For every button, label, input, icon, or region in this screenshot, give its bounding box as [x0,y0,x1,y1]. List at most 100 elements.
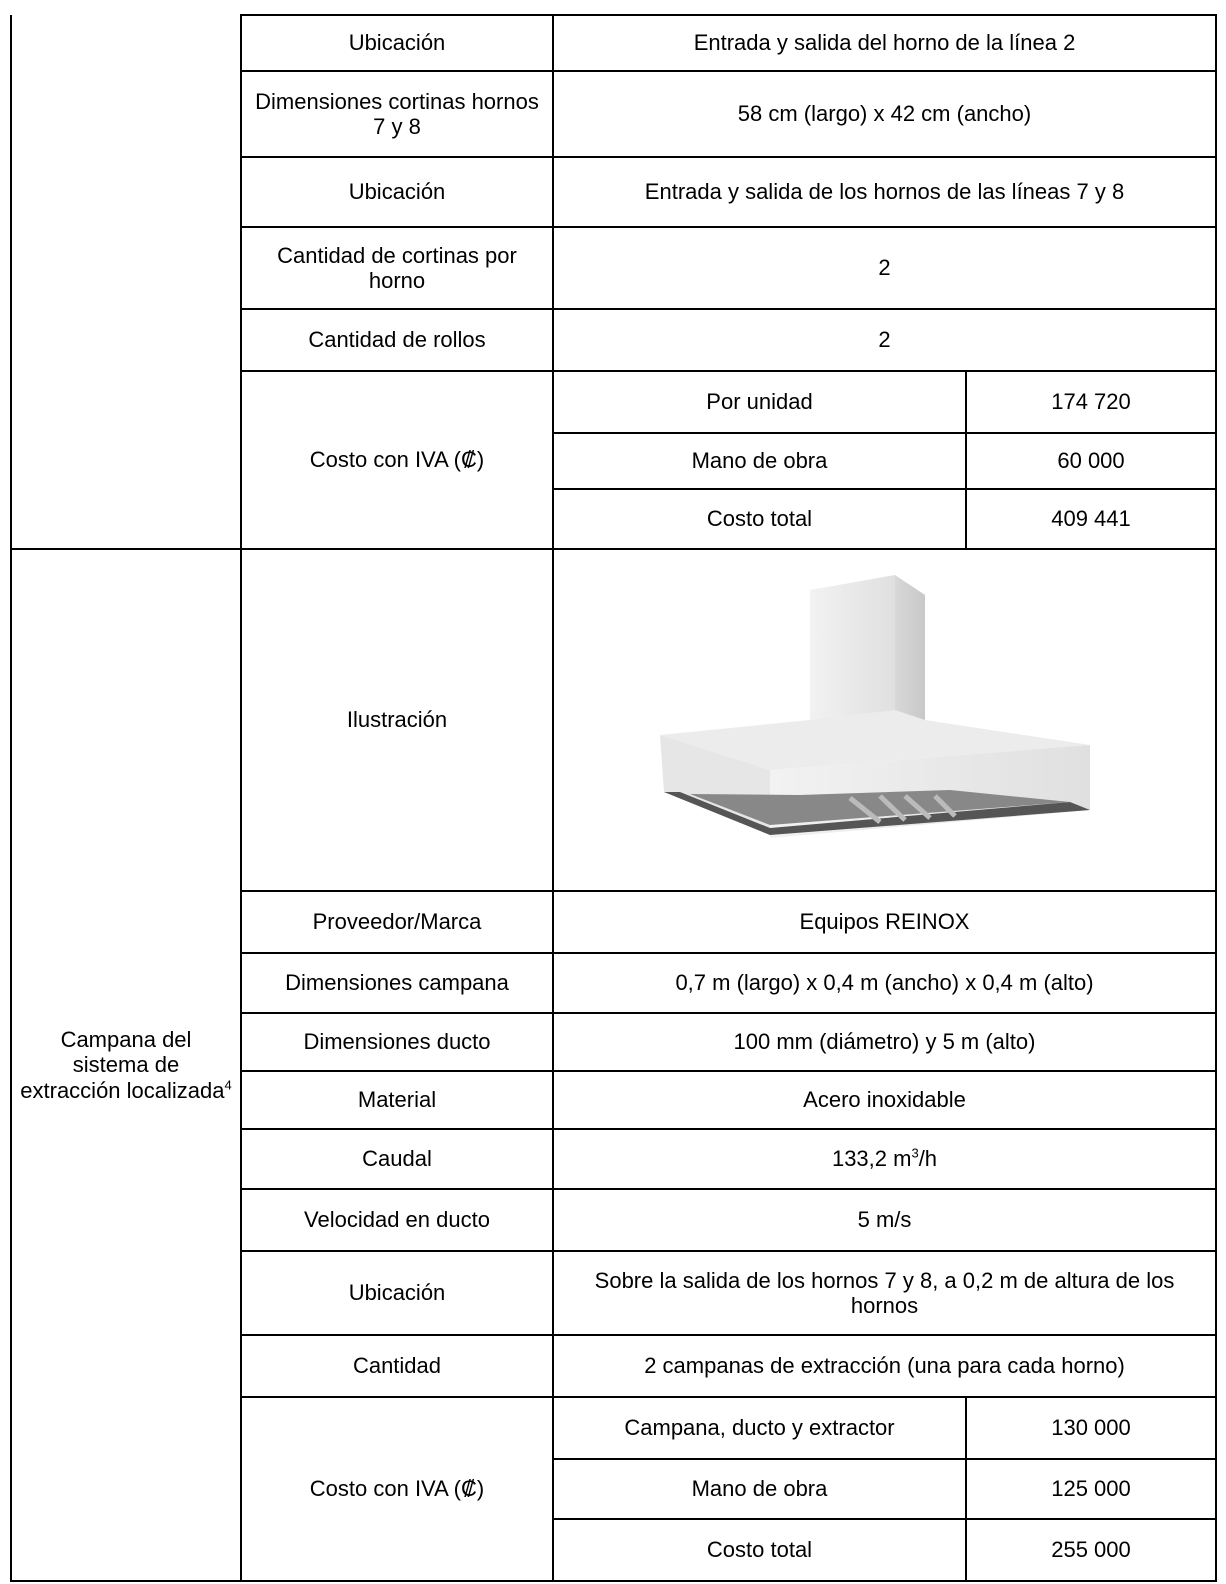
cell-text: Cantidad [352,1353,442,1379]
unit-suffix: /h [918,1146,938,1172]
row-label: Cantidad de cortinas por horno [240,226,554,310]
table-row: Dimensiones cortinas hornos 7 y 8 58 cm (… [11,70,1218,158]
cell-text: Cantidad de cortinas por horno [277,242,517,293]
table-row: Costo con IVA (₡) Campana, ducto y extrac… [11,1396,1218,1582]
table-row: Proveedor/Marca Equipos REINOX [11,890,1218,954]
cell-text: Ubicación [348,1280,446,1306]
cell-text: 58 cm (largo) x 42 cm (ancho) [737,101,1032,127]
cost-amount: 60 000 [964,432,1218,490]
cell-text: Campana, ducto y extractor [624,1415,895,1441]
cell-text: 0,7 m (largo) x 0,4 m (ancho) x 0,4 m (a… [675,970,1094,996]
table-row: Campana del sistema de extracción locali… [10,548,1218,1582]
cell-text: 409 441 [1051,506,1131,532]
cell-text: Entrada y salida de los hornos de las lí… [644,179,1125,205]
row-value: Entrada y salida del horno de la línea 2 [551,14,1218,72]
row-label: Dimensiones ducto [240,1012,554,1072]
cost-item: Costo total [552,488,967,550]
cell-text: 130 000 [1051,1415,1131,1441]
cell-text: Ilustración [346,707,448,733]
cell-text: Costo con IVA (₡) [309,1476,485,1502]
row-label: Cantidad [240,1334,554,1398]
cell-text: Dimensiones cortinas hornos 7 y 8 [255,88,539,139]
row-label: Ilustración [240,548,554,892]
cost-amount: 255 000 [964,1518,1218,1582]
cost-item: Mano de obra [552,432,967,490]
row-value: Acero inoxidable [551,1070,1218,1130]
table-row: Mano de obra 125 000 [11,1458,1218,1520]
cell-text: 100 mm (diámetro) y 5 m (alto) [733,1029,1036,1055]
cell-text: Proveedor/Marca [312,909,482,935]
row-value: 58 cm (largo) x 42 cm (ancho) [551,70,1218,158]
cell-text: Costo total [706,1537,813,1563]
table-row: Ubicación Sobre la salida de los hornos 7… [11,1250,1218,1336]
table-row: Cantidad de rollos 2 [11,308,1218,372]
table-row: Ubicación Entrada y salida de los hornos … [11,156,1218,228]
row-label: Dimensiones campana [240,952,554,1014]
row-value: Equipos REINOX [551,890,1218,954]
table-row: Caudal 133,2 m3/h [11,1128,1218,1190]
row-value: Sobre la salida de los hornos 7 y 8, a 0… [551,1250,1218,1336]
cell-text: Costo total [706,506,813,532]
row-value: Entrada y salida de los hornos de las lí… [551,156,1218,228]
cell-text: 2 campanas de extracción (una para cada … [644,1353,1125,1379]
cell-text: Material [357,1087,437,1113]
table-row: Costo con IVA (₡) Por unidad 174 720 [11,370,1218,550]
cell-text: 5 m/s [857,1207,912,1233]
cost-label: Costo con IVA (₡) [240,370,554,550]
row-label: Ubicación [240,14,554,72]
cell-text: 255 000 [1051,1537,1131,1563]
table-row: Material Acero inoxidable [11,1070,1218,1130]
unit-exponent: 3 [911,1146,919,1162]
row-label: Proveedor/Marca [240,890,554,954]
row-label: Material [240,1070,554,1130]
row-value: 5 m/s [551,1188,1218,1252]
footnote-mark: 4 [224,1077,232,1093]
cell-text: Entrada y salida del horno de la línea 2 [693,30,1076,56]
cell-text: 60 000 [1057,448,1125,474]
cell-text: Costo con IVA (₡) [309,447,485,473]
cell-text: Ubicación [348,179,446,205]
section-blank [10,15,242,550]
section-title: Campana del sistema de extracción locali… [10,548,242,1582]
row-label: Ubicación [240,1250,554,1336]
cell-text: Ubicación [348,30,446,56]
table-row: Costo total 255 000 [11,1518,1218,1582]
cell-text: Campana del sistema de extracción locali… [20,1027,225,1103]
cell-text: 125 000 [1051,1476,1131,1502]
table-row: Mano de obra 60 000 [11,432,1218,490]
row-label: Ubicación [240,156,554,228]
row-label: Velocidad en ducto [240,1188,554,1252]
hood-illustration [659,575,1090,838]
row-value: 100 mm (diámetro) y 5 m (alto) [551,1012,1218,1072]
table-row: Dimensiones campana 0,7 m (largo) x 0,4 m… [11,952,1218,1014]
cost-amount: 125 000 [964,1458,1218,1520]
cell-text: Caudal [362,1146,432,1172]
cell-text: Sobre la salida de los hornos 7 y 8, a 0… [594,1267,1175,1318]
row-value: 2 campanas de extracción (una para cada … [551,1334,1218,1398]
cell-text: Dimensiones campana [285,970,509,996]
cost-item: Costo total [552,1518,967,1582]
row-value: 2 [551,308,1218,372]
spec-table: Ubicación Entrada y salida del horno de l… [10,14,1218,1582]
cell-text: Acero inoxidable [803,1087,966,1113]
table-row: Velocidad en ducto 5 m/s [11,1188,1218,1252]
cost-item: Campana, ducto y extractor [552,1396,967,1460]
cell-text: Por unidad [706,389,813,415]
cell-text: Velocidad en ducto [304,1207,490,1233]
row-value: 133,2 m3/h [551,1128,1218,1190]
cost-amount: 130 000 [964,1396,1218,1460]
cell-text: 174 720 [1051,389,1131,415]
cost-amount: 409 441 [964,488,1218,550]
row-label: Cantidad de rollos [240,308,554,372]
table-row: Costo total 409 441 [11,488,1218,550]
cost-item: Por unidad [552,370,967,434]
cell-text: Dimensiones ducto [303,1029,491,1055]
cost-label: Costo con IVA (₡) [240,1396,554,1582]
table-row: Cantidad de cortinas por horno 2 [11,226,1218,310]
table-row: Dimensiones ducto 100 mm (diámetro) y 5 m… [11,1012,1218,1072]
cell-text: Mano de obra [691,448,828,474]
row-value: 2 [551,226,1218,310]
row-value: 0,7 m (largo) x 0,4 m (ancho) x 0,4 m (a… [551,952,1218,1014]
cell-text: Mano de obra [691,1476,828,1502]
